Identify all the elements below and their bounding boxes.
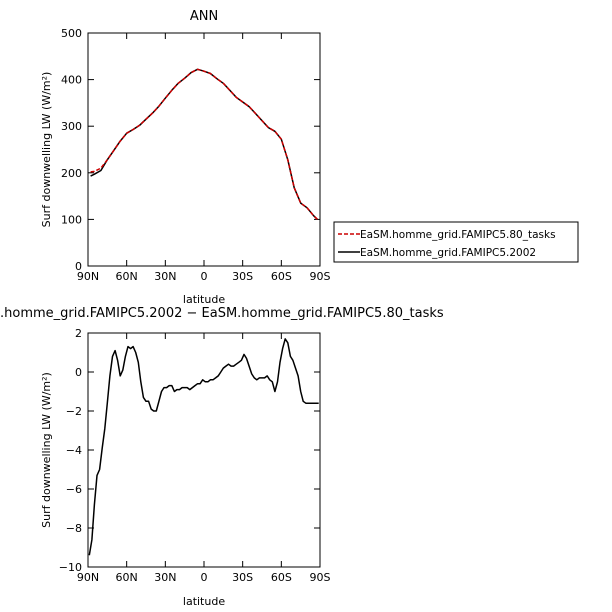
bottom-x-axis-label: latitude xyxy=(183,595,225,608)
top-y-axis-label: Surf downwelling LW (W/m²) xyxy=(40,72,53,228)
x-tick-label: 30N xyxy=(154,270,176,283)
y-tick-label: 300 xyxy=(61,120,82,133)
bottom-series-group xyxy=(88,338,319,556)
x-tick-label: 0 xyxy=(201,270,208,283)
series-line-0 xyxy=(88,338,319,556)
bottom-chart-title: EaSM.homme_grid.FAMIPC5.2002 − EaSM.homm… xyxy=(0,306,444,321)
x-tick-label: 60S xyxy=(271,571,292,584)
bottom-x-axis: 90N 60N 30N 0 30S 60S 90S xyxy=(77,333,331,584)
y-tick-label: 2 xyxy=(75,327,82,340)
x-tick-label: 90N xyxy=(77,571,99,584)
x-tick-label: 90S xyxy=(310,270,331,283)
series-line-0 xyxy=(90,68,318,220)
y-tick-label: 500 xyxy=(61,27,82,40)
y-tick-label: 0 xyxy=(75,260,82,273)
bottom-y-axis: −10 −8 −6 −4 −2 0 2 xyxy=(59,327,320,574)
x-tick-label: 30S xyxy=(232,571,253,584)
y-tick-label: 0 xyxy=(75,366,82,379)
x-tick-label: 60N xyxy=(116,270,138,283)
bottom-y-axis-label: Surf downwelling LW (W/m²) xyxy=(40,372,53,528)
x-tick-label: 0 xyxy=(201,571,208,584)
x-tick-label: 60S xyxy=(271,270,292,283)
top-y-axis: 0 100 200 300 400 500 xyxy=(61,27,320,273)
legend-label-2002: EaSM.homme_grid.FAMIPC5.2002 xyxy=(360,247,536,259)
top-x-axis: 90N 60N 30N 0 30S 60S 90S xyxy=(77,33,331,283)
x-tick-label: 30N xyxy=(154,571,176,584)
legend-box xyxy=(333,221,579,263)
top-chart-title: ANN xyxy=(190,9,218,24)
x-tick-label: 90N xyxy=(77,270,99,283)
y-tick-label: −6 xyxy=(66,483,82,496)
y-tick-label: −10 xyxy=(59,561,82,574)
y-tick-label: 200 xyxy=(61,167,82,180)
top-legend: EaSM.homme_grid.FAMIPC5.80_tasks EaSM.ho… xyxy=(333,221,579,263)
legend-label-80-tasks: EaSM.homme_grid.FAMIPC5.80_tasks xyxy=(360,229,556,241)
x-tick-label: 90S xyxy=(310,571,331,584)
top-series-group xyxy=(90,68,318,220)
y-tick-label: −2 xyxy=(66,405,82,418)
y-tick-label: −4 xyxy=(66,444,82,457)
x-tick-label: 30S xyxy=(232,270,253,283)
bottom-panel-chart: EaSM.homme_grid.FAMIPC5.2002 − EaSM.homm… xyxy=(0,306,444,608)
y-tick-label: −8 xyxy=(66,522,82,535)
y-tick-label: 100 xyxy=(61,213,82,226)
y-tick-label: 400 xyxy=(61,74,82,87)
top-x-axis-label: latitude xyxy=(183,293,225,306)
top-panel-chart: ANN 0 100 200 300 400 500 90N 60N 30N 0 30S 60S 90S… xyxy=(40,9,579,306)
x-tick-label: 60N xyxy=(116,571,138,584)
